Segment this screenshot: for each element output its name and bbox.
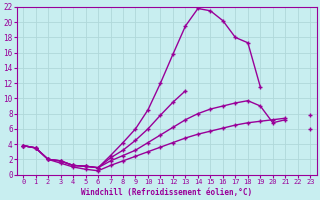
X-axis label: Windchill (Refroidissement éolien,°C): Windchill (Refroidissement éolien,°C) bbox=[81, 188, 252, 197]
